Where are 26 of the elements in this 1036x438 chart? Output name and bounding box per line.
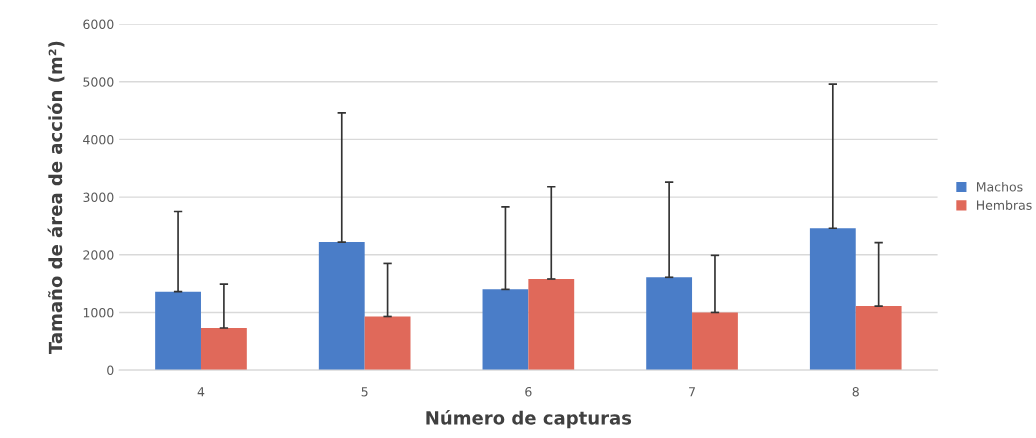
bar: [200, 328, 247, 371]
y-tick-label: 3000: [83, 192, 114, 203]
y-tick-label: 1000: [83, 307, 114, 318]
bar: [646, 277, 693, 371]
y-tick-label: 0: [107, 365, 114, 376]
bar: [318, 242, 365, 371]
x-axis-title: Número de capturas: [426, 409, 632, 429]
bar: [482, 289, 529, 371]
bar: [155, 291, 201, 371]
bar: [855, 306, 902, 371]
x-tick-label: 6: [525, 387, 532, 397]
legend-label: Hembras: [976, 200, 1032, 210]
x-tick-label: 4: [197, 387, 205, 397]
x-tick-label: 8: [852, 387, 859, 397]
legend-label: Machos: [976, 181, 1023, 192]
bar: [809, 228, 856, 371]
x-tick-label: 5: [361, 387, 368, 397]
bar: [692, 312, 738, 371]
bar: [528, 278, 575, 371]
y-tick-label: 6000: [83, 19, 114, 30]
x-tick-label: 7: [689, 387, 695, 397]
bar: [364, 316, 411, 371]
y-tick-label: 5000: [83, 77, 114, 87]
y-axis-title: Tamaño de área de acción (m²): [47, 41, 65, 355]
y-tick-label: 4000: [83, 134, 114, 145]
y-tick-label: 2000: [83, 250, 114, 260]
